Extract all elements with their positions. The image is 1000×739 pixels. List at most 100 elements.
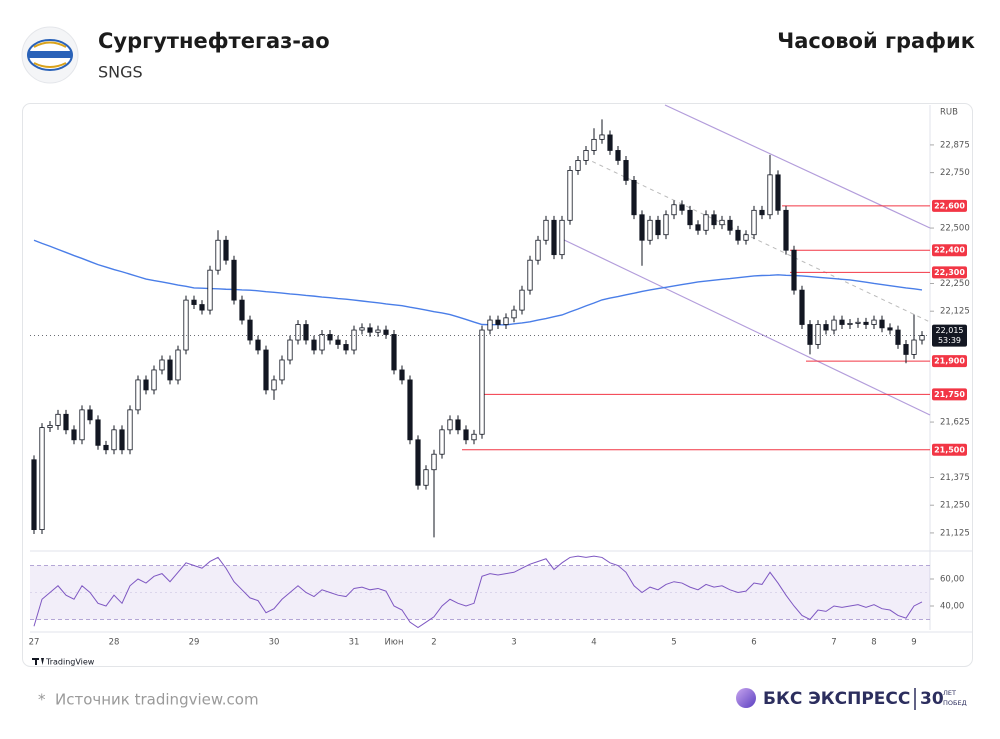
candle-body <box>207 269 213 311</box>
candle-body <box>471 433 477 441</box>
trend-line <box>559 237 931 416</box>
candle-body <box>615 150 621 161</box>
y-tick-label: 22,750 <box>940 168 970 178</box>
candle-body <box>527 259 533 291</box>
candle-body <box>199 304 205 311</box>
level-badge <box>932 388 967 401</box>
candle-body <box>895 329 901 345</box>
candle-body <box>567 170 573 221</box>
candle-body <box>383 329 389 335</box>
candle-body <box>759 209 765 216</box>
x-tick-label: 28 <box>109 638 120 648</box>
candle-body <box>887 327 893 331</box>
rsi-line <box>33 555 923 629</box>
candle-body <box>55 413 61 426</box>
candle-body <box>359 327 365 331</box>
x-tick-label: 30 <box>269 638 280 648</box>
level-badge <box>932 355 967 368</box>
candle-body <box>839 319 845 325</box>
candle-body <box>127 409 133 451</box>
watermark: TradingView <box>45 658 95 667</box>
candle-body <box>799 289 805 325</box>
level-badge <box>932 244 967 257</box>
x-tick-label: 7 <box>831 638 836 648</box>
candle-body <box>631 179 637 216</box>
candle-body <box>775 174 781 211</box>
candle-body <box>287 339 293 361</box>
candle-body <box>719 219 725 226</box>
candle-body <box>879 319 885 329</box>
brand: БКС ЭКСПРЕСС <box>763 689 910 709</box>
anniversary: 30 <box>920 689 944 709</box>
anniversary-top: ЛЕТ <box>943 689 956 697</box>
candle-body <box>119 429 125 451</box>
chart: RUB 22,875 22,750 22,500 22,250 22,125 21,625 2… <box>29 104 972 667</box>
candle-body <box>167 359 173 381</box>
candle-body <box>783 209 789 251</box>
chart-card <box>22 103 973 667</box>
candle-body <box>263 349 269 391</box>
level-label: 22,300 <box>934 268 965 277</box>
y-tick-label: 22,250 <box>940 279 970 289</box>
candle-body <box>63 413 69 431</box>
candle-body <box>599 134 605 140</box>
candle-body <box>591 138 597 151</box>
x-tick-label: 9 <box>911 638 916 648</box>
candle-body <box>431 453 437 471</box>
y-tick-label: 21,375 <box>940 473 970 483</box>
candle-body <box>159 359 165 371</box>
y-tick-label: 22,875 <box>940 140 970 150</box>
candle-body <box>215 239 221 271</box>
ticker: SNGS <box>98 63 143 82</box>
currency: RUB <box>940 108 958 118</box>
candle-body <box>463 429 469 441</box>
candle-body <box>679 204 685 211</box>
candle-body <box>31 459 37 530</box>
candle-body <box>791 249 797 291</box>
logo <box>21 26 79 84</box>
candle-body <box>671 204 677 216</box>
x-tick-label: 6 <box>751 638 756 648</box>
countdown: 53:39 <box>938 336 961 345</box>
candle-body <box>175 349 181 381</box>
candle-body <box>543 219 549 241</box>
candle-body <box>367 327 373 333</box>
candle-body <box>767 174 773 216</box>
candle-body <box>295 324 301 341</box>
candle-body <box>575 160 581 171</box>
y-tick-label: 22,500 <box>940 224 970 234</box>
candle-body <box>375 329 381 333</box>
candle-body <box>335 339 341 345</box>
tv-logo <box>32 658 44 665</box>
candle-body <box>503 317 509 325</box>
y-tick-label: 22,125 <box>940 307 970 317</box>
candle-body <box>871 319 877 325</box>
candle-body <box>687 209 693 226</box>
level-label: 21,500 <box>934 445 965 454</box>
candle-body <box>663 214 669 236</box>
candle-body <box>479 329 485 435</box>
candle-body <box>831 319 837 331</box>
level-badge <box>932 443 967 456</box>
candle-body <box>623 160 629 181</box>
candle-body <box>87 409 93 421</box>
candle-body <box>255 339 261 351</box>
level-label: 22,400 <box>934 246 965 255</box>
y-tick-label: 21,250 <box>940 501 970 511</box>
candle-body <box>695 224 701 231</box>
candle-body <box>183 299 189 351</box>
candle-body <box>239 299 245 321</box>
last-price-badge <box>932 324 967 347</box>
candle-body <box>71 429 77 441</box>
brand-logo: БКС ЭКСПРЕСС 30 ЛЕТ ПОБЕД <box>736 688 967 710</box>
candle-body <box>455 419 461 431</box>
candle-body <box>903 344 909 355</box>
candle-body <box>343 344 349 351</box>
y-tick-label: 21,625 <box>940 418 970 428</box>
candle-body <box>519 289 525 311</box>
candle-body <box>583 150 589 161</box>
rsi-tick-label: 60,00 <box>940 575 964 585</box>
candle-body <box>807 324 813 345</box>
x-tick-label: 5 <box>671 638 676 648</box>
